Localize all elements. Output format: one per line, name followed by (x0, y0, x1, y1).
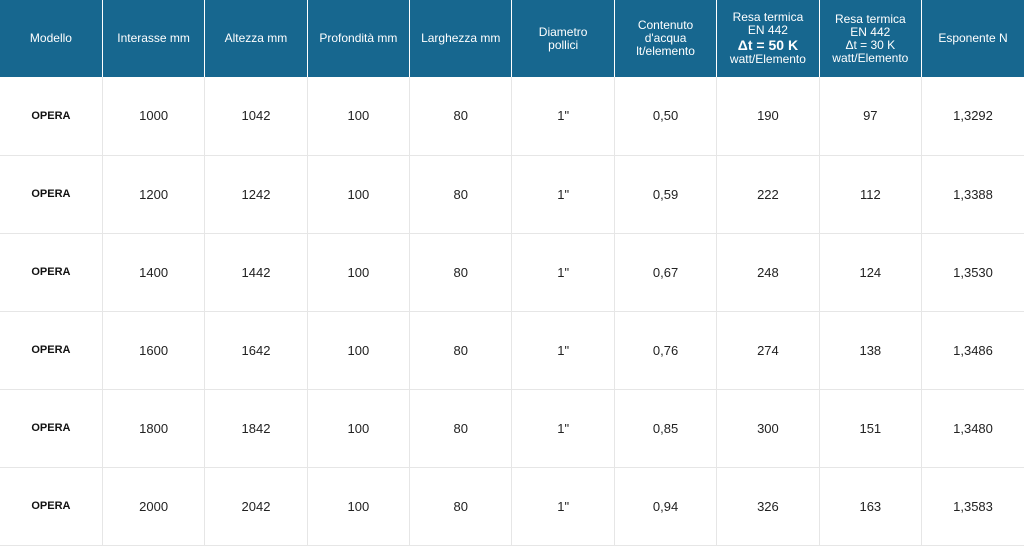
cell-interasse: 2000 (101, 467, 205, 546)
header-modello: Modello (0, 0, 103, 77)
cell-contenuto: 0,76 (613, 311, 717, 390)
table-row: OPERA 1600 1642 100 80 1" 0,76 274 138 1,3486 (0, 311, 1024, 390)
cell-modello: OPERA (0, 467, 103, 546)
header-resa-50-line-2: EN 442 (747, 23, 788, 37)
header-contenuto-line-2: d'acqua (644, 31, 687, 45)
cell-larghezza: 80 (409, 77, 512, 156)
header-resa-30-line-1: Resa termica (834, 11, 906, 26)
cell-diametro: 1" (511, 467, 615, 546)
cell-altezza: 1242 (204, 155, 308, 234)
cell-diametro: 1" (511, 233, 615, 312)
table-header: Modello Interasse mm Altezza mm Profondi… (0, 0, 1024, 77)
cell-resa-50: 190 (716, 77, 820, 156)
header-diametro-line-1: Diametro (538, 24, 588, 39)
cell-diametro: 1" (511, 77, 615, 156)
cell-diametro: 1" (511, 389, 615, 468)
cell-diametro: 1" (511, 155, 615, 234)
cell-profondita: 100 (306, 467, 410, 546)
cell-resa-50: 326 (716, 467, 820, 546)
cell-profondita: 100 (306, 311, 410, 390)
header-resa-30-delta: Δt = 30 K (845, 37, 896, 52)
cell-resa-50: 274 (716, 311, 820, 390)
cell-resa-30: 112 (818, 155, 922, 234)
cell-larghezza: 80 (409, 311, 512, 390)
header-resa-50: Resa termica EN 442 Δt = 50 K watt/Eleme… (716, 0, 820, 77)
cell-diametro: 1" (511, 311, 615, 390)
cell-contenuto: 0,59 (613, 155, 717, 234)
header-row: Modello Interasse mm Altezza mm Profondi… (0, 0, 1024, 77)
header-resa-50-line-1: Resa termica (732, 10, 804, 24)
cell-contenuto: 0,85 (613, 389, 717, 468)
cell-esponente: 1,3388 (921, 155, 1024, 234)
cell-profondita: 100 (306, 233, 410, 312)
header-contenuto-line-3: lt/elemento (636, 44, 695, 58)
cell-resa-30: 97 (818, 77, 922, 156)
header-interasse: Interasse mm (101, 0, 205, 77)
header-contenuto-line-1: Contenuto (637, 18, 694, 32)
cell-modello: OPERA (0, 233, 103, 312)
header-resa-50-line-4: watt/Elemento (729, 52, 806, 66)
cell-esponente: 1,3530 (921, 233, 1024, 312)
cell-contenuto: 0,67 (613, 233, 717, 312)
header-contenuto: Contenuto d'acqua lt/elemento (613, 0, 717, 77)
cell-contenuto: 0,50 (613, 77, 717, 156)
cell-interasse: 1000 (101, 77, 205, 156)
cell-esponente: 1,3486 (921, 311, 1024, 390)
cell-resa-30: 138 (818, 311, 922, 390)
cell-contenuto: 0,94 (613, 467, 717, 546)
header-esponente: Esponente N (921, 0, 1024, 77)
cell-profondita: 100 (306, 77, 410, 156)
table-row: OPERA 1800 1842 100 80 1" 0,85 300 151 1,3480 (0, 389, 1024, 468)
cell-resa-50: 222 (716, 155, 820, 234)
cell-larghezza: 80 (409, 389, 512, 468)
cell-larghezza: 80 (409, 155, 512, 234)
cell-altezza: 1442 (204, 233, 308, 312)
cell-esponente: 1,3292 (921, 77, 1024, 156)
header-diametro-line-2: pollici (548, 37, 579, 52)
header-larghezza: Larghezza mm (409, 0, 512, 77)
cell-altezza: 1042 (204, 77, 308, 156)
cell-interasse: 1400 (101, 233, 205, 312)
cell-resa-30: 124 (818, 233, 922, 312)
table-row: OPERA 1000 1042 100 80 1" 0,50 190 97 1,3292 (0, 77, 1024, 156)
header-resa-30-line-2: EN 442 (850, 24, 891, 39)
cell-resa-50: 248 (716, 233, 820, 312)
cell-resa-30: 163 (818, 467, 922, 546)
cell-altezza: 1842 (204, 389, 308, 468)
cell-interasse: 1200 (101, 155, 205, 234)
cell-altezza: 2042 (204, 467, 308, 546)
cell-interasse: 1600 (101, 311, 205, 390)
header-resa-50-delta: Δt = 50 K (737, 37, 799, 53)
cell-esponente: 1,3583 (921, 467, 1024, 546)
cell-modello: OPERA (0, 155, 103, 234)
cell-esponente: 1,3480 (921, 389, 1024, 468)
header-diametro: Diametro pollici (511, 0, 615, 77)
cell-profondita: 100 (306, 155, 410, 234)
table-row: OPERA 2000 2042 100 80 1" 0,94 326 163 1,3583 (0, 467, 1024, 546)
header-profondita: Profondità mm (306, 0, 410, 77)
table-row: OPERA 1200 1242 100 80 1" 0,59 222 112 1,3388 (0, 155, 1024, 234)
table-body: OPERA 1000 1042 100 80 1" 0,50 190 97 1,3292 OPERA… (0, 77, 1024, 546)
cell-modello: OPERA (0, 77, 103, 156)
cell-interasse: 1800 (101, 389, 205, 468)
cell-resa-50: 300 (716, 389, 820, 468)
cell-modello: OPERA (0, 389, 103, 468)
cell-larghezza: 80 (409, 467, 512, 546)
cell-profondita: 100 (306, 389, 410, 468)
cell-modello: OPERA (0, 311, 103, 390)
table-row: OPERA 1400 1442 100 80 1" 0,67 248 124 1,3530 (0, 233, 1024, 312)
header-altezza: Altezza mm (204, 0, 308, 77)
header-resa-30: Resa termica EN 442 Δt = 30 K watt/Eleme… (818, 0, 922, 77)
cell-resa-30: 151 (818, 389, 922, 468)
cell-altezza: 1642 (204, 311, 308, 390)
header-resa-30-line-4: watt/Elemento (832, 50, 909, 65)
cell-larghezza: 80 (409, 233, 512, 312)
